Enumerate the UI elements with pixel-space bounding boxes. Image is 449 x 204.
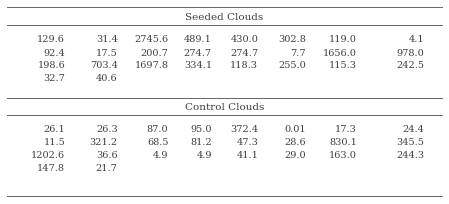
Text: 1697.8: 1697.8 bbox=[134, 61, 168, 70]
Text: 95.0: 95.0 bbox=[190, 125, 212, 134]
Text: 32.7: 32.7 bbox=[43, 74, 65, 83]
Text: 4.9: 4.9 bbox=[196, 151, 212, 160]
Text: 7.7: 7.7 bbox=[291, 48, 306, 57]
Text: 4.9: 4.9 bbox=[153, 151, 168, 160]
Text: 47.3: 47.3 bbox=[236, 138, 258, 147]
Text: 244.3: 244.3 bbox=[396, 151, 424, 160]
Text: 703.4: 703.4 bbox=[90, 61, 118, 70]
Text: 274.7: 274.7 bbox=[230, 48, 258, 57]
Text: 41.1: 41.1 bbox=[236, 151, 258, 160]
Text: 4.1: 4.1 bbox=[409, 35, 424, 44]
Text: 36.6: 36.6 bbox=[96, 151, 118, 160]
Text: 68.5: 68.5 bbox=[147, 138, 168, 147]
Text: 17.3: 17.3 bbox=[335, 125, 357, 134]
Text: 830.1: 830.1 bbox=[329, 138, 357, 147]
Text: 0.01: 0.01 bbox=[285, 125, 306, 134]
Text: 345.5: 345.5 bbox=[396, 138, 424, 147]
Text: 2745.6: 2745.6 bbox=[134, 35, 168, 44]
Text: 92.4: 92.4 bbox=[44, 48, 65, 57]
Text: 17.5: 17.5 bbox=[96, 48, 118, 57]
Text: 1656.0: 1656.0 bbox=[323, 48, 357, 57]
Text: 1202.6: 1202.6 bbox=[31, 151, 65, 160]
Text: 81.2: 81.2 bbox=[190, 138, 212, 147]
Text: 242.5: 242.5 bbox=[396, 61, 424, 70]
Text: 372.4: 372.4 bbox=[230, 125, 258, 134]
Text: Control Clouds: Control Clouds bbox=[185, 103, 264, 112]
Text: 119.0: 119.0 bbox=[329, 35, 357, 44]
Text: 489.1: 489.1 bbox=[184, 35, 212, 44]
Text: 198.6: 198.6 bbox=[37, 61, 65, 70]
Text: 163.0: 163.0 bbox=[329, 151, 357, 160]
Text: 28.6: 28.6 bbox=[285, 138, 306, 147]
Text: 147.8: 147.8 bbox=[37, 164, 65, 173]
Text: 24.4: 24.4 bbox=[402, 125, 424, 134]
Text: 321.2: 321.2 bbox=[89, 138, 118, 147]
Text: 29.0: 29.0 bbox=[285, 151, 306, 160]
Text: 129.6: 129.6 bbox=[37, 35, 65, 44]
Text: 115.3: 115.3 bbox=[329, 61, 357, 70]
Text: 26.1: 26.1 bbox=[44, 125, 65, 134]
Text: 255.0: 255.0 bbox=[278, 61, 306, 70]
Text: 274.7: 274.7 bbox=[184, 48, 212, 57]
Text: 21.7: 21.7 bbox=[96, 164, 118, 173]
Text: 200.7: 200.7 bbox=[141, 48, 168, 57]
Text: Seeded Clouds: Seeded Clouds bbox=[185, 12, 264, 21]
Text: 31.4: 31.4 bbox=[96, 35, 118, 44]
Text: 40.6: 40.6 bbox=[96, 74, 118, 83]
Text: 978.0: 978.0 bbox=[396, 48, 424, 57]
Text: 118.3: 118.3 bbox=[230, 61, 258, 70]
Text: 87.0: 87.0 bbox=[147, 125, 168, 134]
Text: 11.5: 11.5 bbox=[44, 138, 65, 147]
Text: 26.3: 26.3 bbox=[96, 125, 118, 134]
Text: 302.8: 302.8 bbox=[278, 35, 306, 44]
Text: 430.0: 430.0 bbox=[230, 35, 258, 44]
Text: 334.1: 334.1 bbox=[184, 61, 212, 70]
